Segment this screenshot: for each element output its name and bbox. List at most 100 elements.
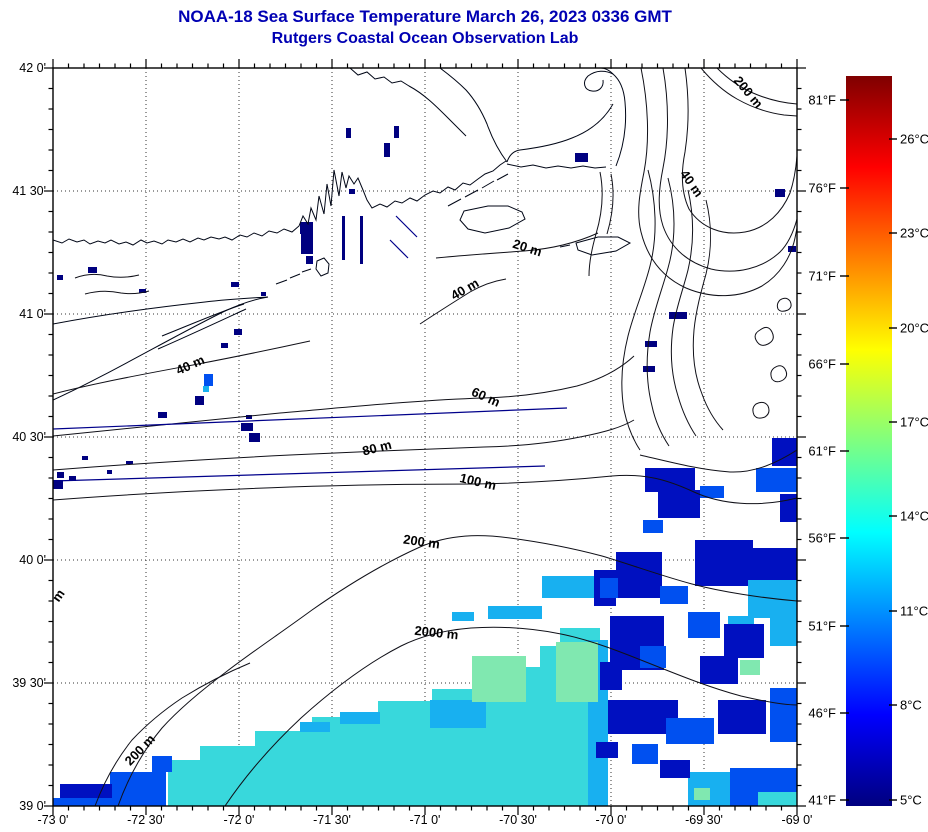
sst-pixel [666, 718, 714, 744]
map-line-layer [53, 68, 797, 806]
sst-pixel [241, 423, 253, 431]
sst-pixel [88, 267, 97, 273]
depth-contour-label: 20 m [511, 236, 544, 259]
sst-pixel [349, 189, 355, 194]
fahrenheit-label: 66°F [808, 357, 836, 372]
sst-pixel [770, 688, 797, 742]
sst-pixel [249, 433, 260, 442]
y-tick-label: 42 0' [19, 61, 46, 75]
coastline-long-island-north [53, 296, 269, 325]
sst-pixel [110, 772, 166, 806]
sst-pixel [340, 712, 380, 724]
sst-pixel [740, 660, 760, 675]
bathymetry-200m-northeast [700, 68, 797, 117]
coastline-connecticut-rhode-island [53, 160, 507, 246]
depth-contour-label: 80 m [361, 437, 393, 459]
fahrenheit-label: 71°F [808, 269, 836, 284]
fahrenheit-label: 46°F [808, 706, 836, 721]
sst-pixel [643, 366, 655, 372]
sst-pixel [158, 412, 167, 418]
y-tick-label: 40 30' [12, 430, 46, 444]
sst-pixel [53, 480, 63, 489]
sst-pixel [69, 476, 76, 481]
sst-pixel [718, 700, 766, 734]
y-axis-labels: 42 0' 41 30' 41 0' 40 30' 40 0' 39 30' 39 0' [12, 61, 46, 813]
sst-pixel [660, 760, 690, 778]
sst-pixel [616, 552, 662, 598]
fahrenheit-label: 76°F [808, 181, 836, 196]
depth-contour-label: 40 m [677, 167, 706, 200]
sst-pixel [57, 472, 64, 478]
colorbar-ticks [840, 99, 897, 801]
bathymetry-gulf-of-maine-2 [658, 68, 797, 272]
depth-contour-label: 200 m [402, 532, 441, 552]
coastline-boston-shore [349, 68, 467, 137]
current-vector-arrows [389, 215, 418, 259]
sst-pixel [231, 282, 239, 287]
celsius-label: 23°C [900, 226, 928, 241]
sst-pixel [306, 256, 313, 264]
graticule-grid [53, 68, 797, 806]
sst-pixel [107, 470, 112, 474]
sst-pixel [394, 126, 399, 138]
fahrenheit-label: 81°F [808, 93, 836, 108]
celsius-label: 8°C [900, 698, 922, 713]
sst-pixel [139, 289, 146, 293]
transect-line-north [53, 407, 568, 430]
coastline-long-island-north-fork [161, 303, 245, 337]
coastline-fishers-islands [275, 268, 312, 285]
sst-pixel [750, 548, 797, 582]
x-tick-label: -69 30' [685, 813, 723, 827]
sst-pixel [234, 329, 242, 335]
bathymetry-contour-40m-branch [419, 278, 507, 325]
bathymetry-nantucket-shoals [588, 169, 724, 451]
sst-pixel [342, 216, 345, 260]
fahrenheit-label: 61°F [808, 444, 836, 459]
celsius-label: 26°C [900, 132, 928, 147]
fahrenheit-label: 51°F [808, 619, 836, 634]
coastline-marthas-vineyard [459, 205, 526, 234]
depth-contour-label: m [49, 586, 68, 604]
bathymetry-hudson-canyon-wall [94, 662, 251, 806]
x-tick-label: -73 0' [38, 813, 69, 827]
celsius-label: 17°C [900, 415, 928, 430]
x-tick-label: -72 30' [127, 813, 165, 827]
sst-pixel [82, 456, 88, 460]
fahrenheit-label: 56°F [808, 531, 836, 546]
x-tick-label: -71 30' [313, 813, 351, 827]
sst-pixel [126, 461, 133, 464]
coastline-cape-cod-south [506, 163, 607, 169]
sst-pixel [645, 468, 695, 492]
coastline-long-island-south [53, 296, 269, 401]
bathymetry-sound-contours [74, 273, 150, 295]
sst-pixel [658, 490, 700, 518]
sst-pixel [688, 612, 720, 638]
x-tick-label: -70 0' [596, 813, 627, 827]
sst-pixel [300, 222, 313, 234]
sst-pixel [770, 604, 797, 646]
page-subtitle: Rutgers Coastal Ocean Observation Lab [271, 30, 579, 47]
axis-ticks [44, 59, 806, 815]
x-tick-label: -69 0' [782, 813, 813, 827]
sst-pixel [756, 468, 797, 492]
colorbar-celsius-labels: 26°C 23°C 20°C 17°C 14°C 11°C 8°C 5°C [900, 132, 928, 808]
bathymetry-contour-40m-west [53, 340, 311, 395]
title-block: NOAA-18 Sea Surface Temperature March 26… [53, 6, 797, 49]
sst-pixel [204, 374, 213, 386]
sst-pixel [255, 731, 319, 806]
sst-pixel [384, 143, 390, 157]
sst-pixel [556, 642, 598, 702]
sst-pixel [300, 722, 330, 732]
sst-pixel [775, 189, 785, 197]
sst-pixel [600, 662, 622, 690]
bathymetry-contour-80m [53, 419, 797, 473]
sst-pixel [488, 606, 542, 619]
coastline-cape-cod-bay [506, 103, 614, 163]
depth-contour-label: 100 m [458, 470, 497, 493]
sst-pixel [57, 275, 63, 280]
sst-pixel [669, 312, 687, 319]
sst-pixel [360, 216, 363, 264]
coastline-long-island-south-fork [157, 308, 247, 350]
transect-line-south [53, 465, 546, 482]
